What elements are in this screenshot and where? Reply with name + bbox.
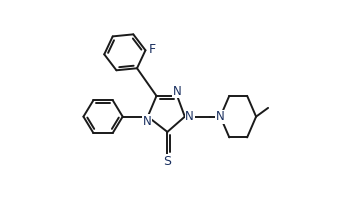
Text: N: N <box>142 115 151 128</box>
Text: N: N <box>173 85 182 98</box>
Text: F: F <box>148 43 155 56</box>
Text: N: N <box>185 110 194 123</box>
Text: N: N <box>216 110 225 123</box>
Text: S: S <box>163 155 172 168</box>
